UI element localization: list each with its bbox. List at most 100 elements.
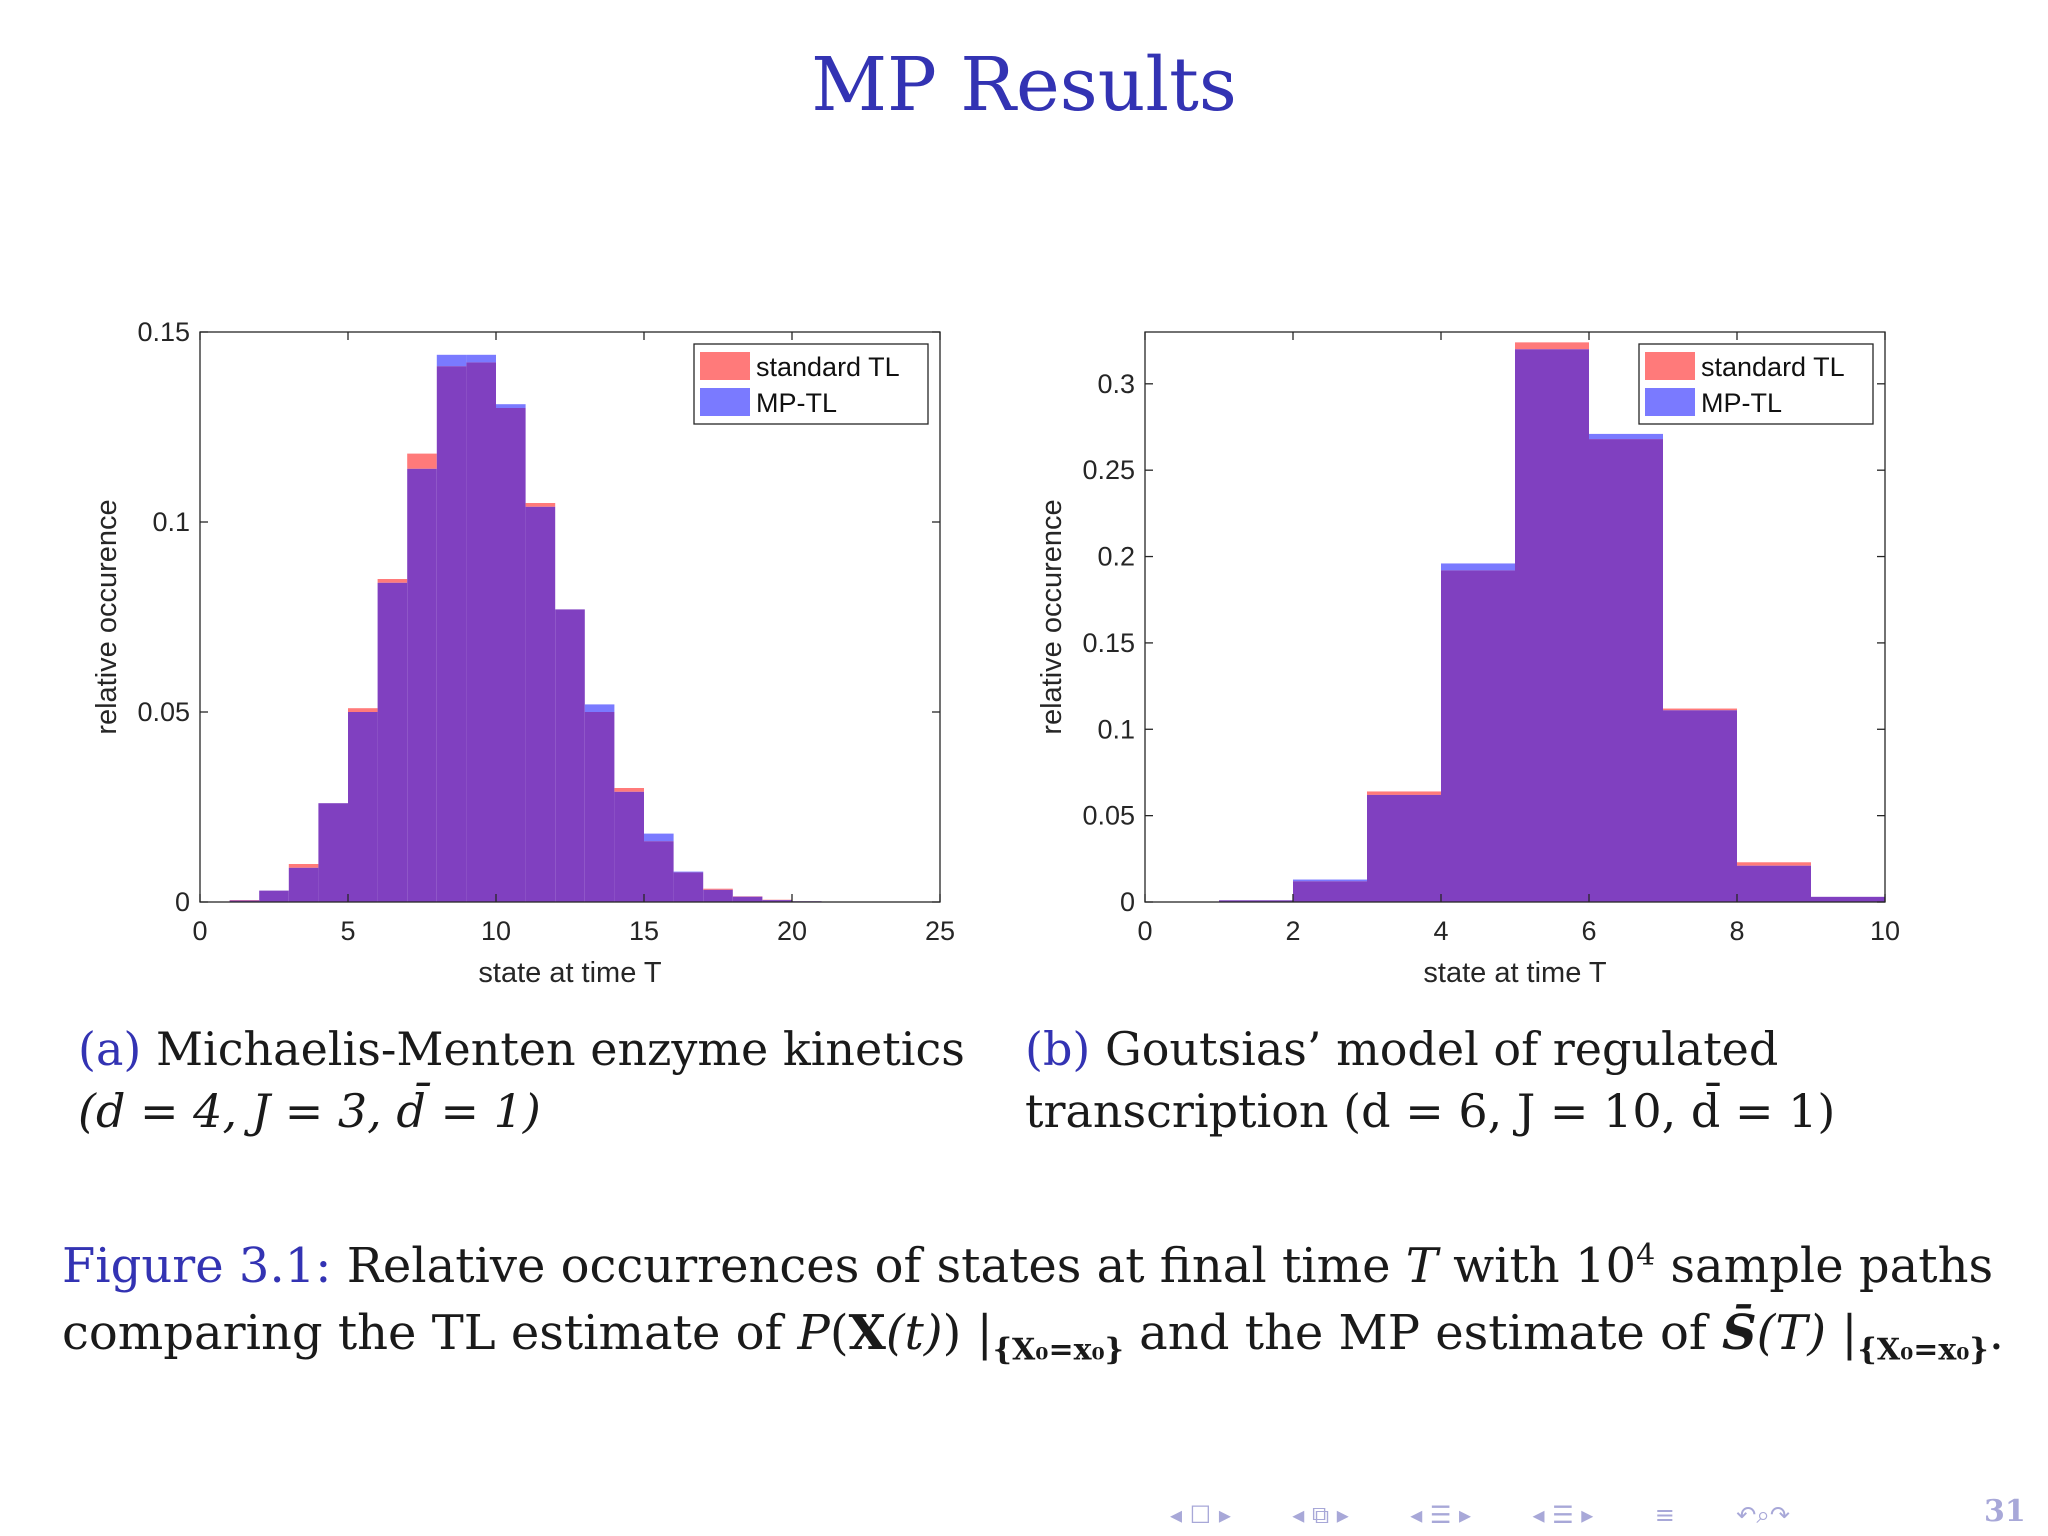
- caption-text-3: sample paths comparing the TL estimate o…: [62, 1238, 1994, 1361]
- caption-text-2: with: [1453, 1238, 1560, 1294]
- plot-frame: [199, 331, 941, 903]
- subcaption-a-line1: Michaelis-Menten enzyme kinetics: [155, 1022, 965, 1076]
- bar-overlap-16: [703, 889, 733, 902]
- bar-mp-tl-12: [584, 704, 615, 712]
- beamer-navigation: ◂ ☐ ▸ ◂ ⧉ ▸ ◂ ☰ ▸ ◂ ☰ ▸ ≡ ↶⌕↷: [1170, 1498, 1790, 1532]
- y-axis-label: relative occurence: [1036, 499, 1068, 734]
- x-tick-label: 0: [1137, 916, 1152, 946]
- bar-standard-tl-6: [1663, 708, 1737, 711]
- bar-mp-tl-9: [496, 404, 526, 408]
- nav-align-icon[interactable]: ≡: [1654, 1501, 1675, 1529]
- subcaption-b-line2: transcription (d = 6, J = 10, d̄ = 1): [1025, 1084, 1836, 1138]
- x-tick-label: 8: [1729, 916, 1744, 946]
- subcaption-a-line2: (d = 4, J = 3, d̄ = 1): [78, 1084, 541, 1138]
- histogram-chart-a: 0 5 10 15 20 25 0 0.05 0.1 0.15 state at time T rel…: [91, 317, 955, 989]
- caption-T: T: [1405, 1238, 1438, 1294]
- x-tick-label: 5: [340, 916, 355, 946]
- bar-mp-tl-5: [1589, 433, 1663, 440]
- bar-mp-tl-1: [1293, 879, 1367, 882]
- x-tick-label: 4: [1433, 916, 1448, 946]
- bar-overlap-9: [496, 408, 526, 902]
- x-tick-label: 0: [192, 916, 207, 946]
- caption-text-4: and the MP estimate of: [1139, 1305, 1707, 1361]
- y-tick-label: 0.15: [137, 317, 190, 347]
- bar-standard-tl-7: [1737, 862, 1811, 866]
- subcaption-a-label: (a): [78, 1022, 142, 1076]
- x-axis-label: state at time T: [478, 957, 661, 989]
- caption-cond-1: {X₀=x₀}: [992, 1332, 1124, 1368]
- bar-standard-tl-16: [703, 888, 733, 890]
- bar-overlap-0: [229, 900, 260, 902]
- bar-standard-tl-4: [1515, 342, 1589, 350]
- nav-document-icon[interactable]: ◂ ☰ ▸: [1532, 1501, 1594, 1529]
- figure-label: Figure 3.1:: [62, 1238, 332, 1294]
- nav-frame-prev-icon[interactable]: ◂ ☐ ▸: [1170, 1501, 1231, 1529]
- bar-overlap-8: [466, 362, 496, 902]
- subcaption-a: (a) Michaelis-Menten enzyme kinetics (d …: [78, 1018, 978, 1142]
- bar-overlap-7: [436, 366, 467, 902]
- bar-overlap-1: [1293, 881, 1367, 902]
- bar-standard-tl-4: [348, 708, 378, 712]
- bar-overlap-12: [584, 712, 615, 902]
- bar-standard-tl-5: [377, 579, 408, 583]
- figure-caption: Figure 3.1: Relative occurrences of stat…: [62, 1238, 2004, 1368]
- bar-overlap-10: [525, 506, 556, 902]
- bar-overlap-2: [1367, 794, 1441, 902]
- caption-t: (t): [885, 1305, 943, 1361]
- caption-samples-exp: 4: [1636, 1238, 1656, 1273]
- bar-overlap-6: [407, 468, 437, 902]
- caption-S: S̄: [1721, 1305, 1757, 1361]
- bar-standard-tl-6: [407, 453, 437, 469]
- x-tick-label: 2: [1285, 916, 1300, 946]
- x-tick-label: 10: [1870, 916, 1900, 946]
- x-tick-label: 6: [1581, 916, 1596, 946]
- y-tick-label: 0: [175, 887, 190, 917]
- bar-overlap-2: [288, 867, 319, 902]
- bar-overlap-15: [673, 872, 704, 902]
- bar-overlap-18: [762, 900, 792, 902]
- legend-entry-label: standard TL: [756, 352, 900, 382]
- nav-subsection-icon[interactable]: ◂ ⧉ ▸: [1292, 1501, 1349, 1529]
- subcaption-b-label: (b): [1025, 1022, 1091, 1076]
- bar-overlap-4: [1515, 349, 1589, 903]
- legend-swatch-standard-tl: [1645, 352, 1695, 380]
- bar-overlap-8: [1811, 896, 1885, 902]
- y-tick-label: 0.2: [1097, 542, 1135, 572]
- y-tick-label: 0.1: [152, 507, 190, 537]
- x-tick-label: 25: [925, 916, 955, 946]
- bar-overlap-0: [1219, 900, 1293, 902]
- legend-swatch-mp-tl: [1645, 388, 1695, 416]
- bar-standard-tl-10: [525, 503, 556, 507]
- bar-overlap-1: [259, 890, 289, 902]
- legend-swatch-standard-tl: [700, 352, 750, 380]
- nav-search-icon[interactable]: ↶⌕↷: [1736, 1501, 1790, 1529]
- bar-overlap-13: [614, 791, 644, 902]
- x-axis-label: state at time T: [1423, 957, 1606, 989]
- legend-entry-label: MP-TL: [1701, 388, 1782, 418]
- bar-overlap-11: [555, 609, 585, 902]
- bar-mp-tl-7: [436, 354, 467, 367]
- bar-mp-tl-8: [466, 354, 496, 363]
- x-tick-label: 20: [777, 916, 807, 946]
- histogram-chart-b: 0 2 4 6 8 10 0 0.05 0.1 0.15 0.2 0.25 0.3 state at ti…: [1036, 331, 1900, 989]
- legend-entry-label: MP-TL: [756, 388, 837, 418]
- bar-overlap-5: [377, 582, 408, 902]
- subcaption-b: (b) Goutsias’ model of regulated transcr…: [1025, 1018, 1925, 1142]
- bar-standard-tl-2: [1367, 791, 1441, 795]
- bar-standard-tl-13: [614, 788, 644, 792]
- y-axis-label: relative occurence: [91, 499, 123, 734]
- slide-title: MP Results: [811, 42, 1237, 128]
- caption-cond-2: {X₀=x₀}: [1857, 1332, 1989, 1368]
- bar-overlap-4: [348, 712, 378, 902]
- caption-ST: (T): [1756, 1305, 1827, 1361]
- caption-X: X: [848, 1305, 886, 1361]
- bar-standard-tl-2: [288, 864, 319, 868]
- caption-samples-base: 10: [1574, 1238, 1637, 1294]
- bar-overlap-7: [1737, 865, 1811, 902]
- caption-text-1: Relative occurrences of states at final …: [346, 1238, 1391, 1294]
- nav-section-icon[interactable]: ◂ ☰ ▸: [1410, 1501, 1472, 1529]
- bar-overlap-14: [644, 841, 674, 902]
- subcaption-b-line1: Goutsias’ model of regulated: [1104, 1022, 1779, 1076]
- bar-overlap-3: [318, 803, 348, 902]
- x-tick-label: 15: [629, 916, 659, 946]
